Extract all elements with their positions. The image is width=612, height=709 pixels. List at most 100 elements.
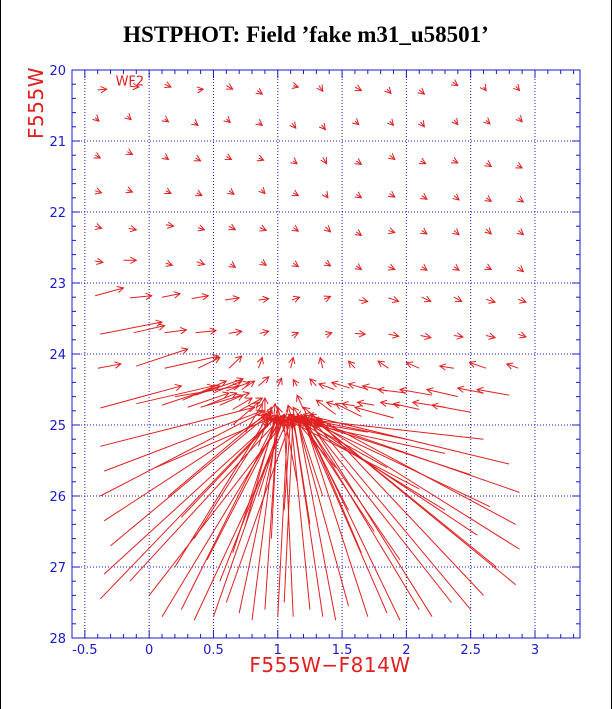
vector [191,293,210,301]
vector [161,115,170,123]
vector-head [100,85,108,94]
x-tick-label: 3 [531,643,539,658]
vector-head [424,332,432,341]
vector-shaft [380,401,401,407]
vector [341,401,356,409]
vector-head [515,115,523,123]
vector [133,323,166,334]
vector-shaft [453,195,460,201]
vector-shaft [348,383,368,390]
vector-head [292,406,300,415]
vector [274,407,282,423]
vector [388,331,400,339]
vector-head [242,391,251,399]
vector [164,353,220,369]
vector [484,227,493,235]
vector-shaft [331,381,350,389]
vector-shaft [305,421,478,536]
vector-shaft [378,389,407,394]
vector [377,360,389,369]
vector [100,319,164,335]
vector [456,385,484,394]
vector-shaft [296,417,324,497]
vector-head [259,258,268,266]
vector-shaft [406,362,420,369]
vector-head [291,331,300,339]
vector [452,193,460,201]
vector-head [234,379,243,387]
vector-shaft [326,401,336,406]
vector [388,296,400,304]
vector [291,260,300,268]
vector-head [505,362,514,370]
vector-shaft [305,417,452,603]
vector-shaft [245,403,263,433]
vector [352,118,360,126]
vector-shaft [418,89,425,95]
vector-head [320,156,328,165]
vector-shaft [270,403,276,440]
vector [161,153,170,161]
vector [384,86,392,95]
vector-head [484,263,493,271]
vector-shaft [291,296,300,301]
vector-shaft [100,406,255,447]
vector-shaft [485,298,496,303]
vector-head [353,405,362,413]
vector [238,397,264,412]
vector-shaft [388,266,396,270]
vector [451,157,459,164]
vector [484,263,493,271]
vector [452,228,460,236]
vector-shaft [168,413,266,497]
vector-head [454,295,463,302]
vector-head [323,259,332,267]
vector-shaft [228,355,243,369]
vector [451,117,459,126]
vector-head [255,87,264,95]
vector-shaft [313,418,497,568]
annotations: WF2 [116,75,145,90]
vector [315,399,336,415]
vector-head [356,399,365,407]
vector-shaft [136,348,188,367]
vector-shaft [258,298,269,301]
vector-head [488,296,497,304]
vector [291,189,300,197]
vector [256,356,264,369]
vector-head [354,158,363,166]
vector-shaft [300,417,349,511]
vector-head [157,323,166,331]
vector [245,416,278,525]
vector-shaft [232,397,253,410]
vector-shaft [165,224,174,227]
vector-shaft [325,226,331,233]
vector [124,113,132,121]
vector-shaft [195,378,244,396]
vector-head [195,189,203,197]
vector [320,156,328,165]
vector [312,418,497,568]
vector-head [488,332,497,340]
vector-head [361,383,370,391]
vector-shaft [259,330,269,334]
vector [225,83,234,90]
vector-shaft [303,411,315,422]
vector [417,120,426,128]
vector-head [330,380,339,388]
panel-label: WF2 [116,75,145,90]
y-tick-label: 22 [49,206,66,221]
grid [72,69,580,639]
vector-head [94,187,103,195]
vector [479,83,487,92]
x-axis-label: F555W−F814W [249,653,411,677]
vector-head [420,263,428,271]
vector [282,409,290,423]
vector [388,227,396,235]
vector-head [354,191,363,199]
vector [291,331,300,339]
vector [289,121,297,130]
vector-head [222,391,230,399]
vector [453,295,463,302]
vector-shaft [174,385,240,398]
